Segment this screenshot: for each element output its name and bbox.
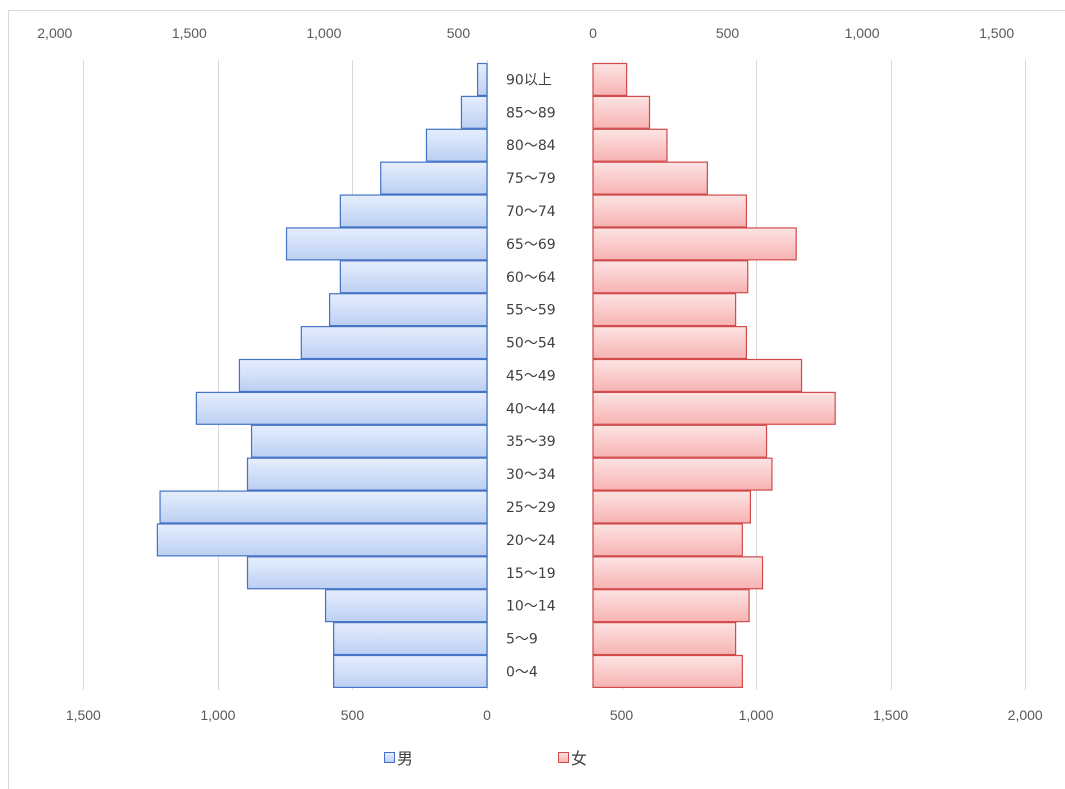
male-bar-70-74	[339, 194, 488, 228]
female-bar-25-29	[592, 490, 752, 524]
female-bar-80-84	[592, 128, 668, 162]
age-group-label-80-84: 80～84	[506, 138, 556, 154]
bottom-axis-tick-label: 500	[341, 707, 365, 723]
legend-item-female: 女	[558, 749, 587, 768]
age-group-label-10-14: 10～14	[506, 599, 556, 615]
age-group-label-50-54: 50～54	[506, 336, 556, 352]
legend-marker-male	[384, 752, 395, 763]
male-bar-25-29	[159, 490, 488, 524]
male-bar-85-89	[460, 95, 488, 129]
legend-marker-female	[558, 752, 569, 763]
bottom-axis-tick-label: 1,500	[873, 707, 908, 723]
top-axis-tick-label: 1,500	[979, 25, 1014, 41]
top-axis: 2,000 1,500 1,000 500 0 500 1,000 1,500	[37, 25, 1014, 41]
female-bar-40-44	[592, 391, 836, 425]
top-axis-tick-label: 500	[716, 25, 740, 41]
male-bars	[156, 62, 488, 689]
female-bar-65-69	[592, 227, 797, 261]
age-group-label-85-89: 85～89	[506, 105, 556, 121]
bottom-axis-tick-label: 1,000	[200, 707, 235, 723]
age-group-label-65-69: 65～69	[506, 237, 556, 253]
male-bar-90-plus	[476, 62, 488, 96]
female-bar-45-49	[592, 358, 803, 393]
male-bar-15-19	[246, 556, 488, 590]
bottom-axis-tick-label: 1,500	[66, 707, 101, 723]
age-group-label-90-plus: 90以上	[506, 72, 552, 88]
bottom-axis-tick-label: 2,000	[1008, 707, 1043, 723]
male-bar-55-59	[328, 293, 488, 327]
legend-item-male: 男	[384, 749, 413, 768]
bottom-axis-tick-label: 0	[483, 707, 491, 723]
legend-label-female: 女	[571, 749, 587, 768]
male-bar-80-84	[425, 128, 488, 162]
age-group-label-45-49: 45～49	[506, 368, 556, 384]
age-group-label-20-24: 20～24	[506, 533, 556, 549]
female-bar-35-39	[592, 424, 768, 458]
age-group-label-70-74: 70～74	[506, 204, 556, 220]
female-bar-5-9	[592, 622, 737, 656]
age-group-label-60-64: 60～64	[506, 270, 556, 286]
male-bar-10-14	[324, 589, 488, 623]
age-group-label-0-4: 0～4	[506, 664, 538, 680]
female-bar-20-24	[592, 523, 743, 557]
female-bar-50-54	[592, 326, 747, 360]
male-bar-40-44	[195, 391, 488, 425]
female-bar-0-4	[592, 654, 743, 689]
female-bars	[592, 62, 836, 689]
male-bar-45-49	[238, 358, 488, 393]
top-axis-tick-label: 0	[589, 25, 597, 41]
age-group-label-25-29: 25～29	[506, 500, 556, 516]
male-bar-5-9	[333, 622, 488, 656]
male-bar-0-4	[333, 654, 488, 689]
age-group-label-40-44: 40～44	[506, 401, 556, 417]
bottom-axis-tick-label: 500	[610, 707, 634, 723]
bottom-axis: 1,500 1,000 500 0 500 1,000 1,500 2,000	[66, 707, 1043, 723]
top-axis-tick-label: 2,000	[37, 25, 72, 41]
legend: 男 女	[384, 749, 587, 768]
age-group-label-75-79: 75～79	[506, 171, 556, 187]
age-group-labels: 90以上 85～89 80～84 75～79 70～74 65～69 60～64 55～59 5…	[506, 72, 556, 680]
legend-label-male: 男	[397, 749, 413, 768]
male-bar-60-64	[339, 260, 488, 294]
female-bar-10-14	[592, 589, 750, 623]
top-axis-tick-label: 1,000	[845, 25, 880, 41]
male-bar-50-54	[300, 326, 488, 360]
age-group-label-35-39: 35～39	[506, 434, 556, 450]
bottom-axis-tick-label: 1,000	[739, 707, 774, 723]
female-bar-90-plus	[592, 62, 628, 96]
female-bar-15-19	[592, 556, 764, 590]
male-bar-20-24	[156, 523, 488, 557]
age-group-label-55-59: 55～59	[506, 303, 556, 319]
female-bar-70-74	[592, 194, 747, 228]
top-axis-tick-label: 500	[447, 25, 471, 41]
female-bar-60-64	[592, 260, 749, 294]
chart-area-border	[8, 10, 1065, 789]
female-bar-85-89	[592, 95, 651, 129]
female-bar-75-79	[592, 161, 708, 195]
age-group-label-15-19: 15～19	[506, 566, 556, 582]
age-group-label-30-34: 30～34	[506, 467, 556, 483]
male-bar-65-69	[285, 227, 488, 261]
age-group-label-5-9: 5～9	[506, 632, 538, 648]
top-axis-tick-label: 1,000	[306, 25, 341, 41]
female-bar-55-59	[592, 293, 737, 327]
female-bar-30-34	[592, 457, 773, 491]
male-bar-75-79	[380, 161, 488, 195]
male-bar-30-34	[246, 457, 488, 491]
top-axis-tick-label: 1,500	[172, 25, 207, 41]
male-bar-35-39	[250, 424, 488, 458]
